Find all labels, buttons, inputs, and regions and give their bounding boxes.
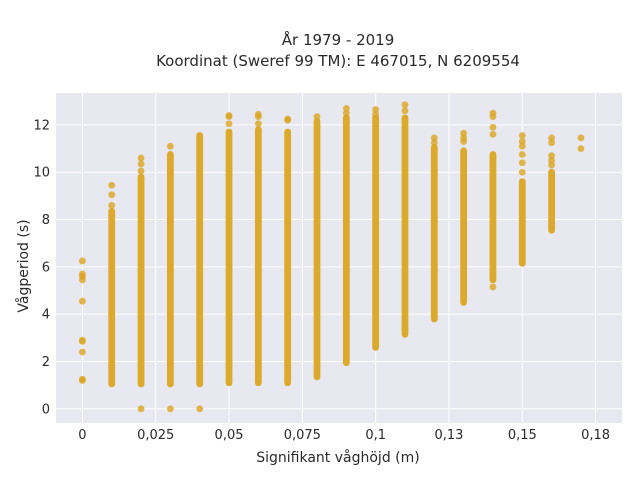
x-tick-label: 0,075 <box>284 428 321 443</box>
data-point <box>137 154 145 162</box>
data-point <box>489 123 497 131</box>
data-point <box>78 348 86 356</box>
data-point-band <box>372 114 380 351</box>
data-point-band <box>401 114 409 338</box>
data-point <box>430 134 438 142</box>
chart-title-line-2: Koordinat (Sweref 99 TM): E 467015, N 62… <box>156 52 520 70</box>
plot-area <box>56 93 622 423</box>
data-point-band <box>254 126 262 387</box>
data-point-band <box>518 178 526 267</box>
data-point <box>372 110 380 118</box>
data-point <box>372 106 380 113</box>
data-point <box>489 283 497 291</box>
data-point-band <box>166 151 174 388</box>
y-tick-label: 6 <box>42 260 50 275</box>
data-point <box>577 145 585 152</box>
x-tick-label: 0,05 <box>215 428 244 443</box>
x-tick-label: 0,15 <box>508 428 537 443</box>
data-point-band <box>108 207 116 388</box>
data-point <box>225 112 233 119</box>
data-point <box>108 191 116 199</box>
data-point <box>225 120 233 128</box>
data-point <box>78 375 86 383</box>
data-point <box>460 134 468 142</box>
data-point <box>548 152 556 160</box>
data-point <box>401 101 409 109</box>
y-tick-label: 0 <box>42 402 50 417</box>
x-tick-label: 0,18 <box>581 428 610 443</box>
data-point <box>166 405 174 413</box>
chart-title-line-1: År 1979 - 2019 <box>282 30 395 49</box>
y-tick-label: 8 <box>42 213 50 228</box>
y-tick-label: 12 <box>33 118 50 133</box>
data-point <box>313 113 321 121</box>
data-point <box>401 107 409 115</box>
data-point-band <box>489 151 497 284</box>
data-point <box>548 139 556 147</box>
data-point <box>254 120 262 128</box>
data-point <box>342 109 350 117</box>
data-point-band <box>460 147 468 306</box>
data-point-band <box>548 168 556 234</box>
data-point-band <box>430 144 438 323</box>
data-point <box>78 336 86 344</box>
data-point-band <box>225 128 233 387</box>
x-axis-ticks: 0 0,025 0,05 0,075 0,1 0,13 0,15 0,18 <box>78 428 610 443</box>
data-point <box>254 110 262 118</box>
data-point <box>460 129 468 137</box>
y-tick-label: 10 <box>33 166 50 181</box>
x-tick-label: 0,025 <box>137 428 174 443</box>
data-point <box>518 138 526 145</box>
data-point <box>518 151 526 158</box>
data-point <box>166 142 174 150</box>
data-point <box>78 297 86 305</box>
data-point <box>518 142 526 150</box>
data-point <box>137 160 145 168</box>
data-point-band <box>196 132 204 388</box>
data-point-band <box>342 114 350 367</box>
data-point <box>489 130 497 138</box>
data-point-band <box>137 173 145 388</box>
data-point <box>196 405 204 413</box>
data-point <box>108 181 116 189</box>
y-tick-label: 2 <box>42 355 50 370</box>
data-point <box>137 167 145 175</box>
y-axis-ticks: 0 2 4 6 8 10 12 <box>33 118 50 417</box>
data-point-band <box>284 128 292 387</box>
data-point <box>518 168 526 176</box>
data-point <box>78 257 86 265</box>
data-point <box>284 115 292 123</box>
y-axis-label: Vågperiod (s) <box>15 219 32 312</box>
data-point <box>518 132 526 139</box>
data-point <box>548 161 556 169</box>
x-tick-label: 0,13 <box>434 428 463 443</box>
data-point <box>548 134 556 142</box>
data-point <box>577 134 585 142</box>
y-tick-label: 4 <box>42 308 50 323</box>
x-tick-label: 0,1 <box>365 428 386 443</box>
data-point <box>137 405 145 413</box>
x-tick-label: 0 <box>78 428 86 443</box>
data-point <box>78 270 86 278</box>
data-point <box>342 104 350 112</box>
data-point <box>108 201 116 209</box>
data-point <box>489 109 497 117</box>
data-point <box>430 139 438 147</box>
data-points <box>78 101 585 413</box>
x-axis-label: Signifikant våghöjd (m) <box>256 449 419 466</box>
data-point <box>548 157 556 164</box>
data-point <box>518 159 526 167</box>
data-point-band <box>313 117 321 381</box>
